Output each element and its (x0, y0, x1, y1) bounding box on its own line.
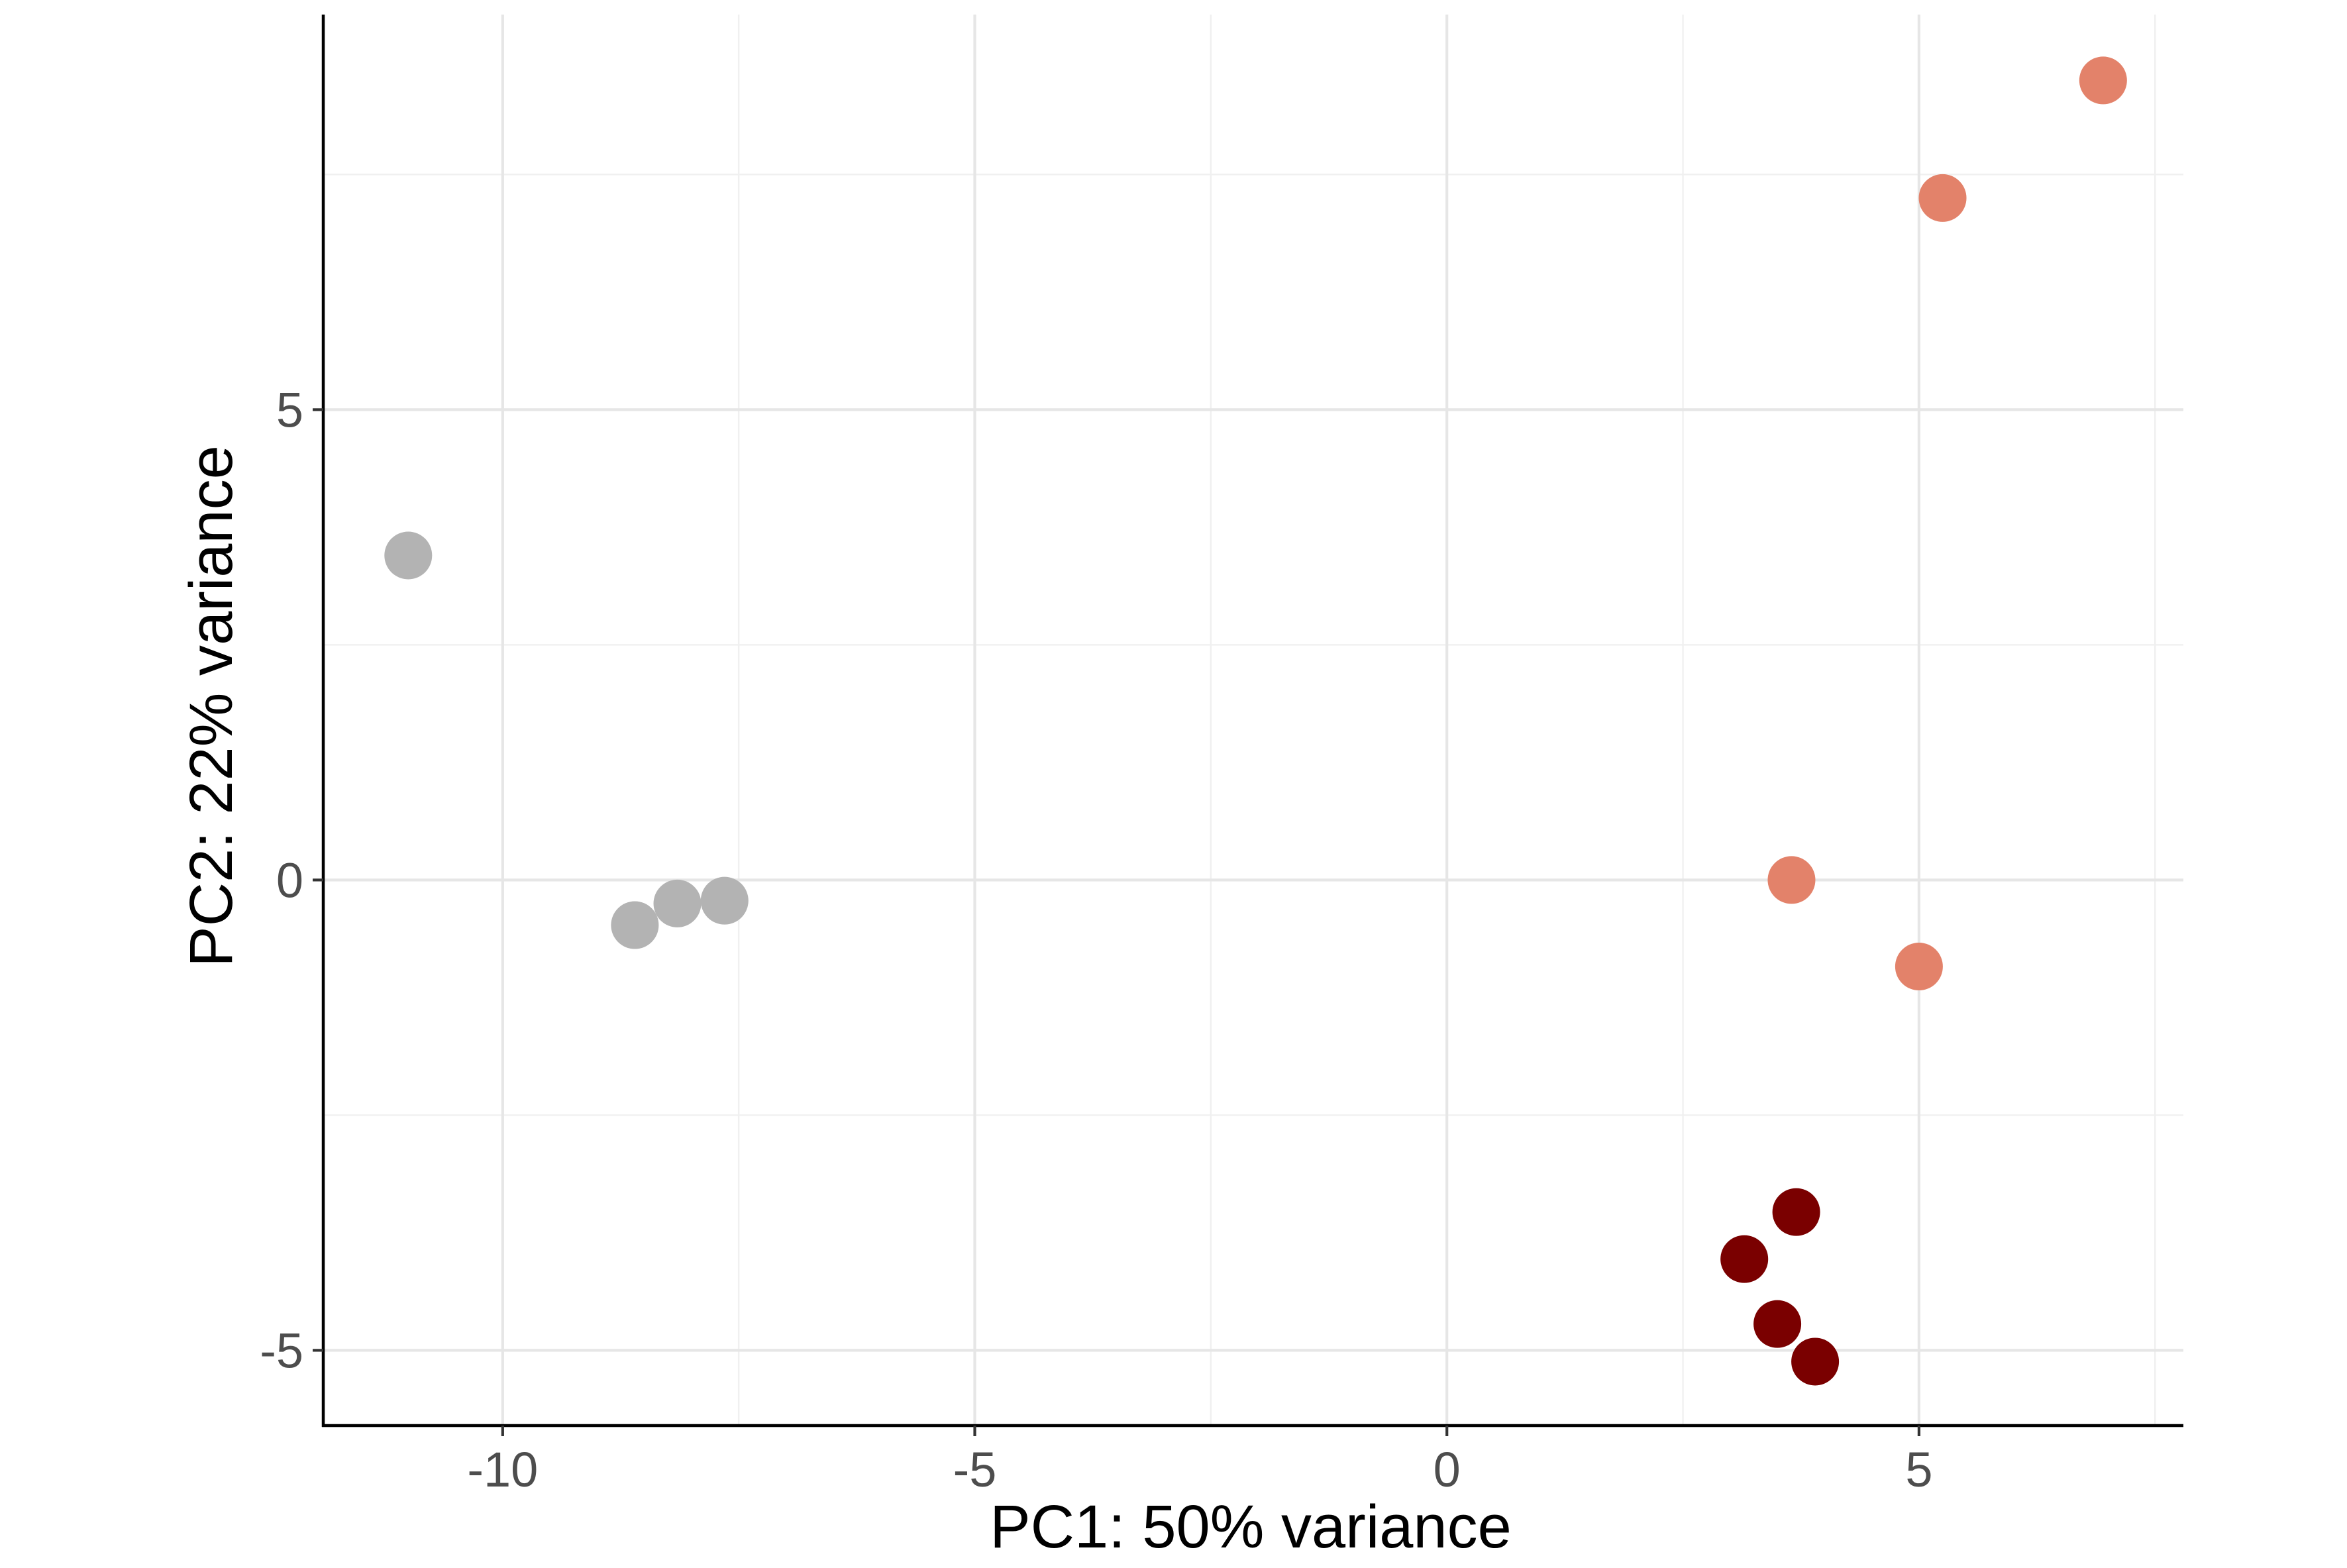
data-point (2079, 56, 2127, 105)
data-point (1772, 1188, 1820, 1236)
y-axis-title: PC2: 22% variance (178, 445, 245, 967)
x-tick-label: -10 (467, 1442, 538, 1497)
data-point (611, 901, 659, 949)
data-point (1767, 856, 1816, 904)
points-layer (384, 56, 2127, 1386)
x-axis-title: PC1: 50% variance (990, 1493, 1512, 1561)
x-tick-label: -5 (953, 1442, 997, 1497)
x-tick-label: 0 (1434, 1442, 1461, 1497)
data-point (1791, 1337, 1840, 1386)
data-point (1895, 943, 1943, 991)
ticks-layer: -10 -5 0 5 -5 0 5 (260, 382, 1932, 1497)
grid-layer (323, 15, 2183, 1426)
y-tick-label: 5 (276, 382, 303, 437)
data-point (1918, 174, 1967, 222)
data-point (653, 879, 702, 927)
y-tick-label: -5 (260, 1323, 303, 1378)
x-tick-label: 5 (1905, 1442, 1932, 1497)
data-point (700, 876, 749, 925)
axes-layer (321, 15, 2183, 1428)
data-point (1753, 1300, 1802, 1348)
y-tick-label: 0 (276, 853, 303, 908)
data-point (384, 531, 433, 580)
data-point (1720, 1235, 1769, 1283)
